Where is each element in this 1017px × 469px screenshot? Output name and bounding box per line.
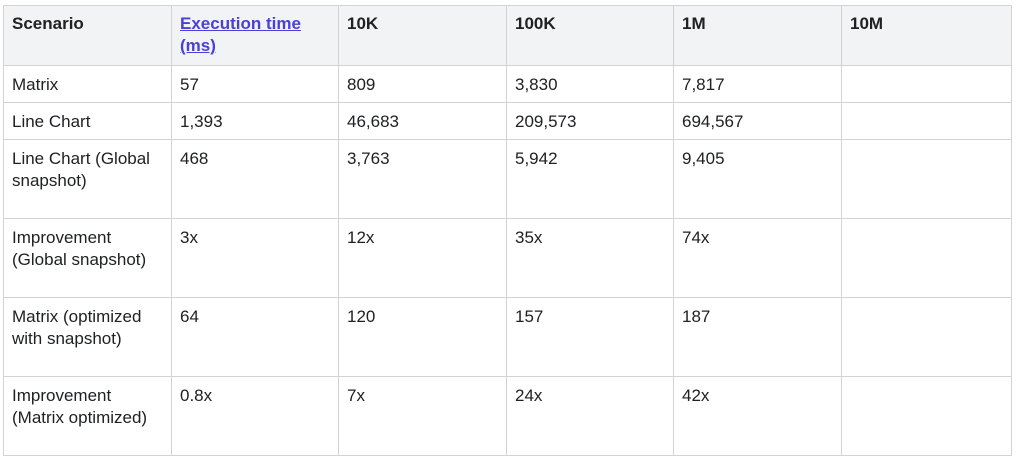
table-cell: 7,817 bbox=[673, 65, 842, 103]
table-row: Line Chart (Global snapshot) 468 3,763 5… bbox=[3, 139, 1012, 219]
table-cell: 187 bbox=[673, 297, 842, 377]
table-cell: Matrix (optimized with snapshot) bbox=[3, 297, 172, 377]
table-cell: 5,942 bbox=[506, 139, 674, 219]
table-row: Line Chart 1,393 46,683 209,573 694,567 bbox=[3, 102, 1012, 140]
table-cell: Improvement (Matrix optimized) bbox=[3, 376, 172, 456]
table-cell bbox=[841, 102, 1012, 140]
table-cell bbox=[841, 376, 1012, 456]
table-row: Improvement (Global snapshot) 3x 12x 35x… bbox=[3, 218, 1012, 298]
table-cell: 157 bbox=[506, 297, 674, 377]
header-10k: 10K bbox=[338, 5, 507, 66]
table-cell: Improvement (Global snapshot) bbox=[3, 218, 172, 298]
table-row: Matrix 57 809 3,830 7,817 bbox=[3, 65, 1012, 103]
table-cell: 3,763 bbox=[338, 139, 507, 219]
table-cell: 120 bbox=[338, 297, 507, 377]
table-cell: 12x bbox=[338, 218, 507, 298]
table-cell: 3,830 bbox=[506, 65, 674, 103]
table-cell: 46,683 bbox=[338, 102, 507, 140]
table-cell: 24x bbox=[506, 376, 674, 456]
table-cell: Line Chart bbox=[3, 102, 172, 140]
table-cell: 7x bbox=[338, 376, 507, 456]
table-cell: 694,567 bbox=[673, 102, 842, 140]
header-10m: 10M bbox=[841, 5, 1012, 66]
header-execution-time[interactable]: Execution time (ms) bbox=[171, 5, 339, 66]
table-row: Improvement (Matrix optimized) 0.8x 7x 2… bbox=[3, 376, 1012, 456]
table-cell bbox=[841, 218, 1012, 298]
table-cell: Line Chart (Global snapshot) bbox=[3, 139, 172, 219]
table-row: Matrix (optimized with snapshot) 64 120 … bbox=[3, 297, 1012, 377]
header-scenario: Scenario bbox=[3, 5, 172, 66]
table-cell: 1,393 bbox=[171, 102, 339, 140]
table-cell: 64 bbox=[171, 297, 339, 377]
table-cell bbox=[841, 297, 1012, 377]
header-row: Scenario Execution time (ms) 10K 100K 1M… bbox=[3, 5, 1012, 66]
header-100k: 100K bbox=[506, 5, 674, 66]
table-cell bbox=[841, 139, 1012, 219]
results-table-container: Scenario Execution time (ms) 10K 100K 1M… bbox=[3, 5, 1012, 456]
performance-results-table: Scenario Execution time (ms) 10K 100K 1M… bbox=[3, 5, 1012, 456]
table-cell: Matrix bbox=[3, 65, 172, 103]
header-1m: 1M bbox=[673, 5, 842, 66]
table-cell: 209,573 bbox=[506, 102, 674, 140]
table-cell: 0.8x bbox=[171, 376, 339, 456]
table-cell: 35x bbox=[506, 218, 674, 298]
table-cell: 42x bbox=[673, 376, 842, 456]
table-cell: 74x bbox=[673, 218, 842, 298]
table-cell: 3x bbox=[171, 218, 339, 298]
table-cell: 9,405 bbox=[673, 139, 842, 219]
table-header: Scenario Execution time (ms) 10K 100K 1M… bbox=[3, 5, 1012, 66]
table-body: Matrix 57 809 3,830 7,817 Line Chart 1,3… bbox=[3, 65, 1012, 456]
table-cell bbox=[841, 65, 1012, 103]
table-cell: 468 bbox=[171, 139, 339, 219]
execution-time-link[interactable]: Execution time (ms) bbox=[180, 14, 301, 55]
table-cell: 809 bbox=[338, 65, 507, 103]
table-cell: 57 bbox=[171, 65, 339, 103]
